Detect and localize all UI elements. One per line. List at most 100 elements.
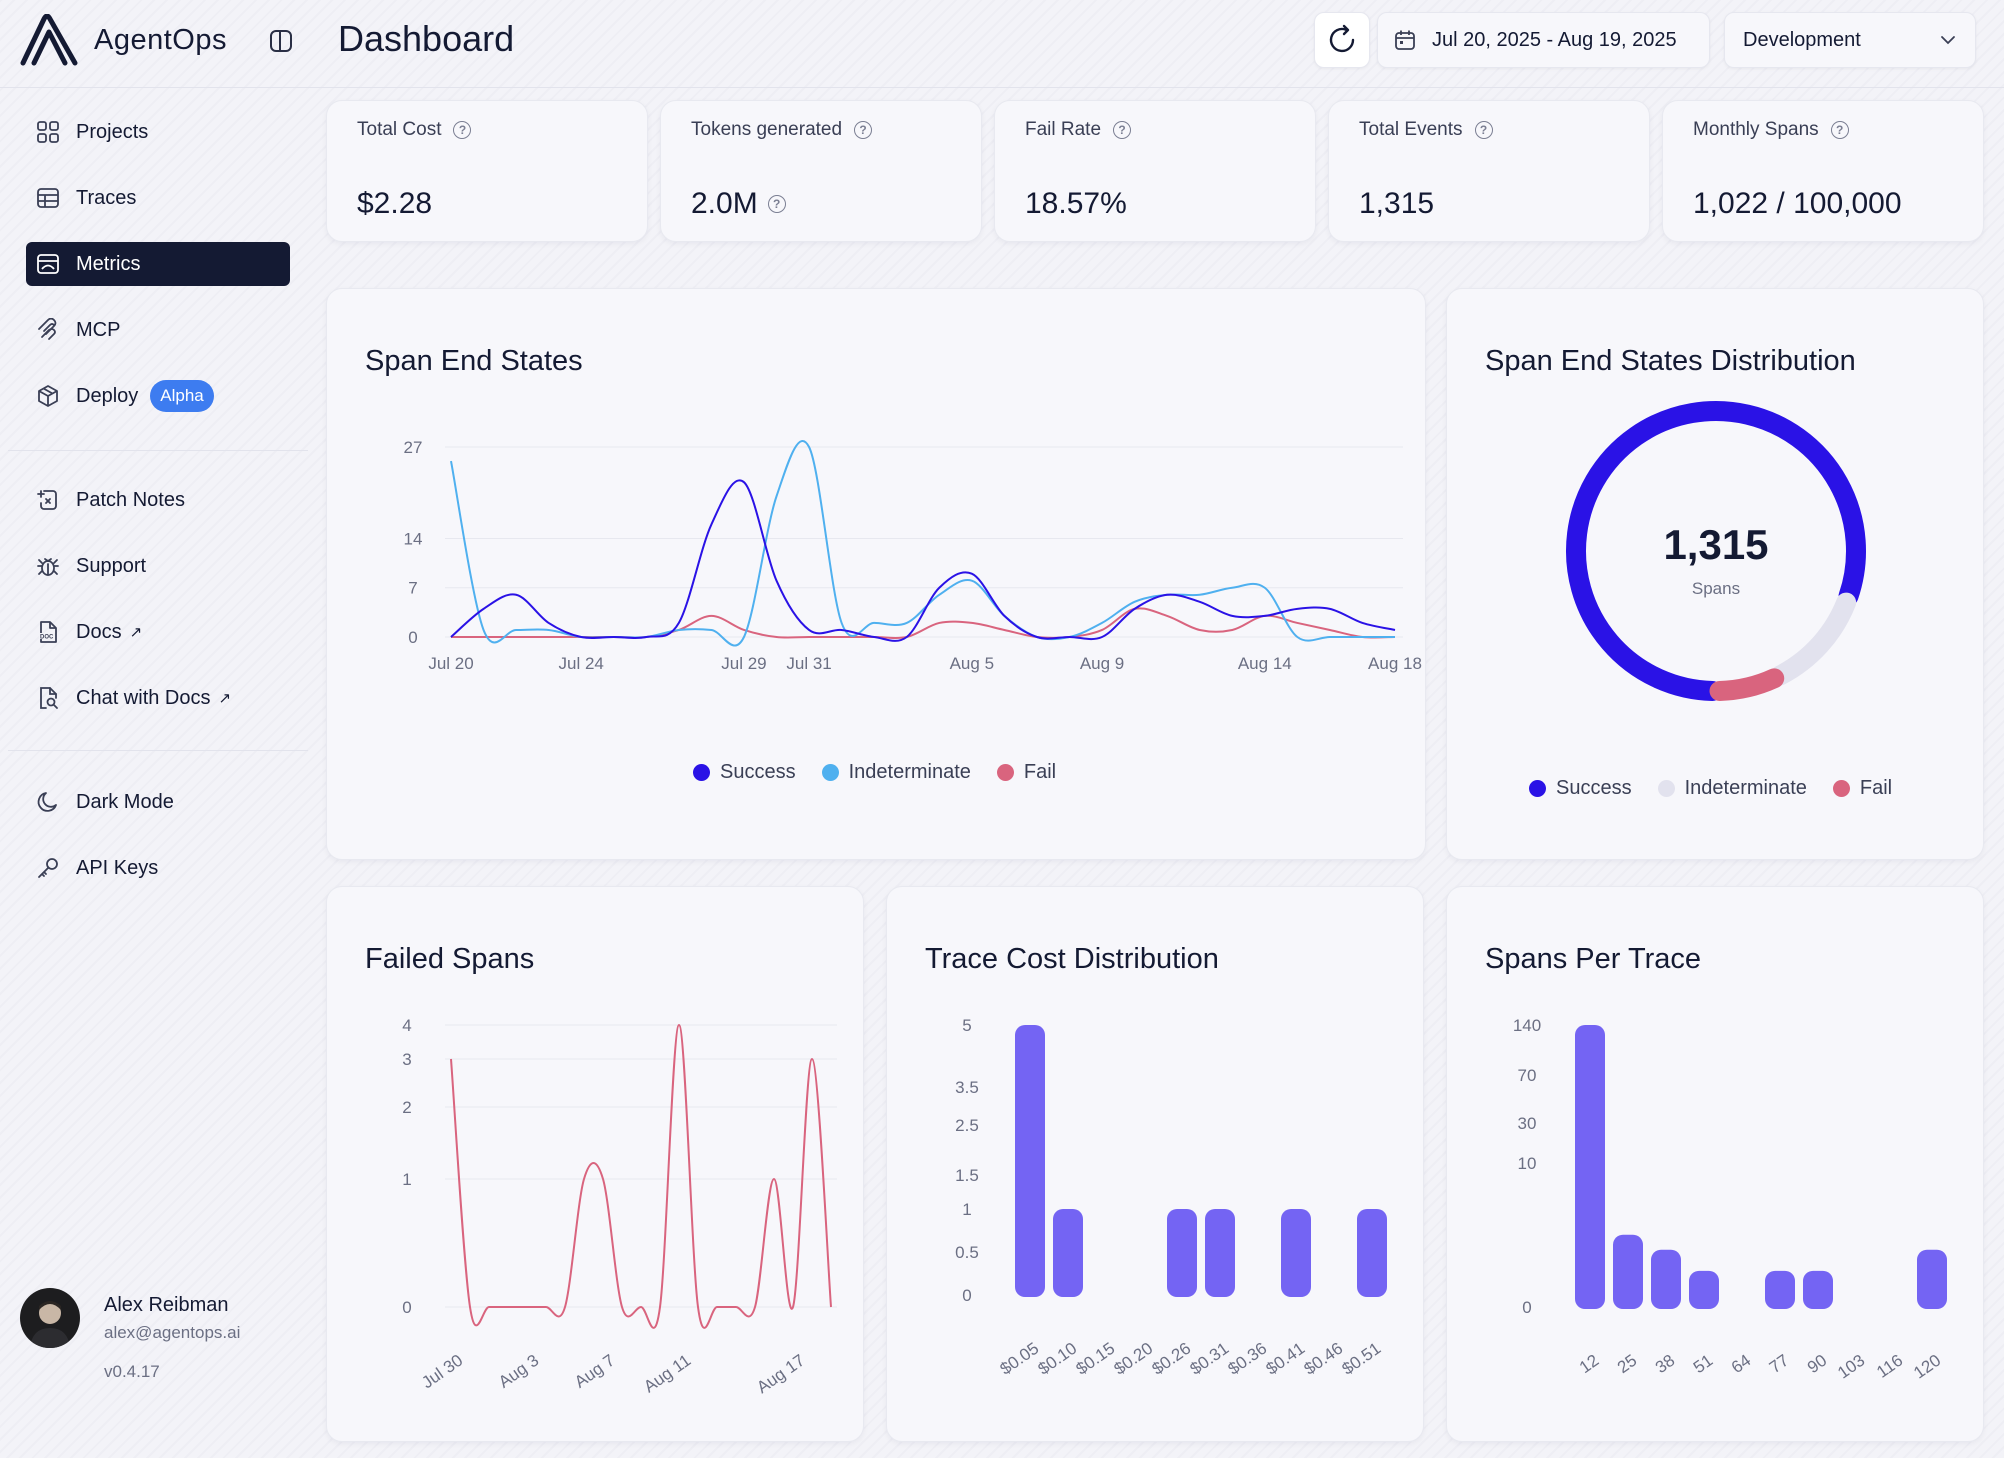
sidebar-item-deploy[interactable]: Deploy Alpha bbox=[26, 374, 290, 418]
stat-card-fail-rate: Fail Rate? 18.57% bbox=[994, 100, 1316, 242]
sidebar-item-label: Chat with Docs bbox=[76, 686, 211, 709]
legend-item[interactable]: Fail bbox=[996, 761, 1056, 784]
x-tick-label: Jul 29 bbox=[721, 654, 766, 673]
x-tick-label: 64 bbox=[1728, 1351, 1754, 1377]
sidebar-item-metrics[interactable]: Metrics bbox=[26, 242, 290, 286]
legend-item[interactable]: Fail bbox=[1832, 777, 1892, 800]
x-tick-label: $0.51 bbox=[1339, 1339, 1385, 1379]
x-tick-label: 103 bbox=[1834, 1351, 1868, 1383]
mcp-icon bbox=[38, 318, 57, 340]
bar bbox=[1281, 1209, 1311, 1297]
sidebar-item-projects[interactable]: Projects bbox=[26, 110, 290, 154]
x-tick-label: $0.31 bbox=[1187, 1339, 1233, 1379]
donut-label: Spans bbox=[1691, 579, 1741, 598]
x-tick-label: $0.36 bbox=[1225, 1339, 1271, 1379]
bar bbox=[1015, 1025, 1045, 1297]
y-tick-label: 14 bbox=[404, 529, 423, 548]
x-tick-label: $0.10 bbox=[1035, 1339, 1081, 1379]
y-tick-label: 2 bbox=[402, 1098, 411, 1117]
help-icon[interactable]: ? bbox=[1113, 121, 1132, 139]
distribution-card: Span End States Distribution 1,315 Spans… bbox=[1446, 288, 1984, 860]
moon-icon bbox=[37, 792, 57, 812]
failed-spans-card: Failed Spans 0 1 2 3 4 Jul 30 Aug 3 Aug 7 Aug 11… bbox=[326, 886, 864, 1442]
x-tick-label: Aug 14 bbox=[1238, 654, 1292, 673]
bar bbox=[1803, 1270, 1833, 1309]
x-tick-label: 116 bbox=[1873, 1351, 1906, 1382]
app-version: v0.4.17 bbox=[104, 1362, 160, 1381]
x-tick-label: 12 bbox=[1576, 1351, 1602, 1377]
help-icon[interactable]: ? bbox=[1830, 121, 1849, 139]
help-icon[interactable]: ? bbox=[767, 195, 786, 213]
stat-label: Total Cost bbox=[357, 119, 442, 140]
sidebar-item-label: API Keys bbox=[76, 856, 159, 879]
stat-label: Tokens generated bbox=[691, 119, 843, 140]
failed-spans-chart: 0 1 2 3 4 Jul 30 Aug 3 Aug 7 Aug 11 Aug 17 bbox=[402, 1017, 837, 1397]
y-tick-label: 30 bbox=[1518, 1114, 1537, 1133]
date-range-picker[interactable]: Jul 20, 2025 - Aug 19, 2025 bbox=[1377, 12, 1710, 68]
sidebar-item-traces[interactable]: Traces bbox=[26, 176, 290, 220]
help-icon[interactable]: ? bbox=[854, 121, 873, 139]
refresh-button[interactable] bbox=[1314, 12, 1370, 68]
app-name: AgentOps bbox=[94, 23, 227, 56]
y-tick-label: 0.5 bbox=[955, 1243, 979, 1262]
external-link-icon: ↗ bbox=[218, 690, 232, 707]
x-tick-label: Aug 9 bbox=[1080, 654, 1124, 673]
chart-legend: Success Indeterminate Fail bbox=[693, 761, 1056, 784]
sidebar-item-label: Deploy bbox=[76, 384, 139, 407]
sidebar-item-mcp[interactable]: MCP bbox=[26, 308, 290, 352]
user-email: alex@agentops.ai bbox=[104, 1323, 241, 1342]
sidebar-item-label: Patch Notes bbox=[76, 488, 185, 511]
spans-per-trace-card: Spans Per Trace 0 10 30 70 140 12 25 38 51 64 77 90… bbox=[1446, 886, 1984, 1442]
x-tick-label: 25 bbox=[1614, 1351, 1640, 1377]
x-tick-label: $0.15 bbox=[1073, 1339, 1119, 1379]
grid-icon bbox=[37, 121, 59, 143]
y-tick-label: 0 bbox=[408, 628, 417, 647]
x-tick-label: Aug 18 bbox=[1368, 654, 1422, 673]
y-tick-label: 3.5 bbox=[955, 1078, 979, 1097]
sidebar-item-dark-mode[interactable]: Dark Mode bbox=[26, 780, 290, 824]
bar bbox=[1205, 1209, 1235, 1297]
external-link-icon: ↗ bbox=[129, 624, 143, 641]
donut-total: 1,315 bbox=[1663, 521, 1769, 568]
span-end-states-card: Span End States 0 7 14 27 Jul 20 Jul 24 Jul 29… bbox=[326, 288, 1426, 860]
y-tick-label: 0 bbox=[402, 1298, 411, 1317]
bar bbox=[1575, 1025, 1605, 1309]
help-icon[interactable]: ? bbox=[453, 121, 472, 139]
chevron-down-icon bbox=[1941, 36, 1955, 45]
trace-cost-chart: 0 0.5 1 1.5 2.5 3.5 5 $0.05$0.10$0.15$0.20$0.26… bbox=[955, 1017, 1387, 1379]
legend-item[interactable]: Success bbox=[1529, 777, 1632, 800]
legend-item[interactable]: Indeterminate bbox=[821, 761, 971, 784]
stat-value: 1,315 bbox=[1359, 187, 1435, 220]
sidebar-item-patch-notes[interactable]: Patch Notes bbox=[26, 478, 290, 522]
sidebar-item-docs[interactable]: DOC Docs ↗ bbox=[26, 610, 290, 654]
stat-label: Total Events bbox=[1359, 119, 1463, 140]
y-tick-label: 3 bbox=[402, 1050, 411, 1069]
sidebar-toggle-icon[interactable] bbox=[270, 30, 292, 52]
bar bbox=[1053, 1209, 1083, 1297]
distribution-donut-chart bbox=[1566, 401, 1866, 701]
bar bbox=[1613, 1234, 1643, 1309]
legend-item[interactable]: Success bbox=[693, 761, 796, 784]
bar bbox=[1651, 1249, 1681, 1309]
y-tick-label: 7 bbox=[408, 579, 417, 598]
y-tick-label: 2.5 bbox=[955, 1116, 979, 1135]
logo[interactable]: AgentOps bbox=[20, 14, 227, 66]
sidebar-item-api-keys[interactable]: API Keys bbox=[26, 846, 290, 890]
help-icon[interactable]: ? bbox=[1474, 121, 1493, 139]
sidebar-item-support[interactable]: Support bbox=[26, 544, 290, 588]
y-tick-label: 1 bbox=[962, 1200, 971, 1219]
bar bbox=[1917, 1249, 1947, 1309]
sidebar-item-label: Metrics bbox=[76, 252, 141, 275]
x-tick-label: 38 bbox=[1652, 1351, 1678, 1377]
x-tick-label: Jul 24 bbox=[559, 654, 604, 673]
environment-select[interactable]: Development bbox=[1724, 12, 1976, 68]
bar bbox=[1765, 1270, 1795, 1309]
card-title: Failed Spans bbox=[365, 943, 535, 975]
legend-item[interactable]: Indeterminate bbox=[1657, 777, 1807, 800]
y-tick-label: 10 bbox=[1518, 1154, 1537, 1173]
donut-slice-success bbox=[1566, 401, 1866, 701]
x-tick-label: Jul 20 bbox=[428, 654, 473, 673]
bar bbox=[1167, 1209, 1197, 1297]
card-title: Spans Per Trace bbox=[1485, 943, 1701, 975]
sidebar-item-chat-with-docs[interactable]: Chat with Docs ↗ bbox=[26, 676, 290, 720]
